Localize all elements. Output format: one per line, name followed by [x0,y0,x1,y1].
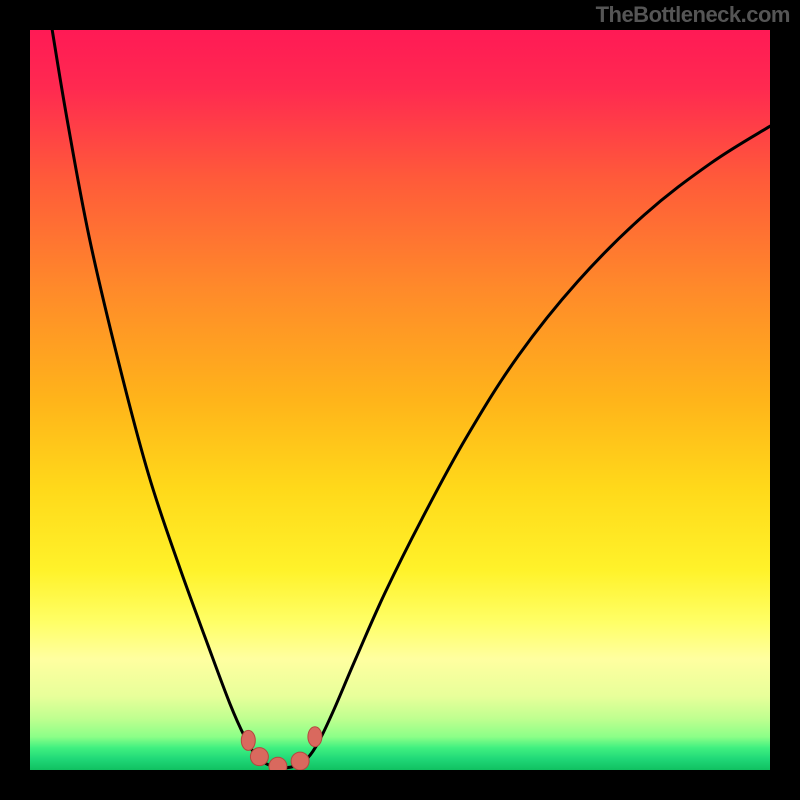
min-markers [241,727,322,770]
chart-frame [30,30,770,770]
min-marker [269,757,287,770]
curve-layer [30,30,770,770]
min-marker [241,730,255,750]
attribution-text: TheBottleneck.com [596,2,790,28]
bottleneck-curve [52,30,770,768]
min-marker [250,748,268,766]
min-marker [308,727,322,747]
min-marker [291,752,309,770]
